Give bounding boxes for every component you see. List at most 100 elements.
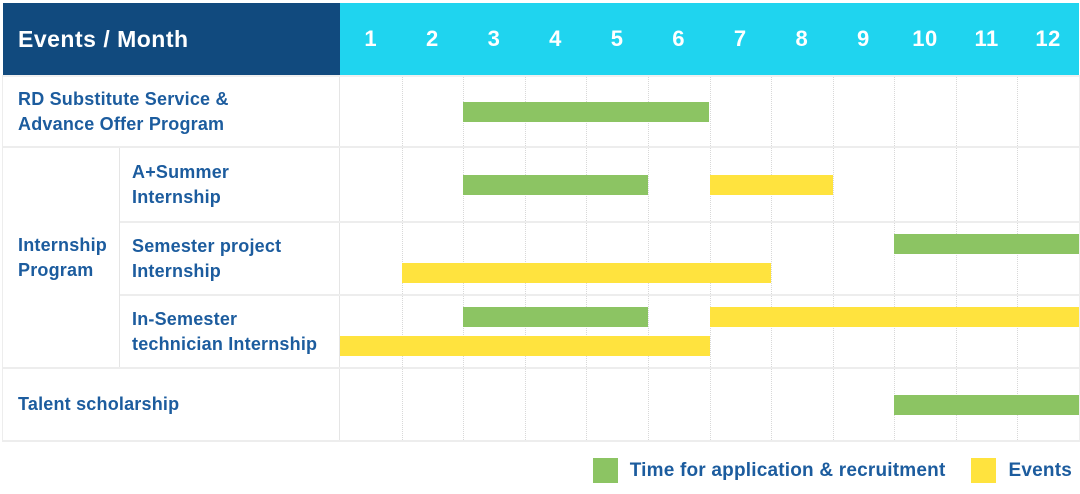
month-gridline bbox=[771, 77, 773, 146]
event-bar bbox=[401, 263, 772, 283]
row-label-line: Internship bbox=[132, 186, 222, 207]
timeline-lane bbox=[340, 101, 1079, 122]
month-gridline bbox=[771, 369, 773, 440]
legend-item-recruitment: Time for application & recruitment bbox=[592, 458, 946, 483]
month-gridline bbox=[586, 223, 588, 294]
month-header-cell: 6 bbox=[672, 26, 686, 51]
table-header-row: Events / Month 1 2 3 4 5 6 7 8 9 10 11 12 bbox=[3, 3, 1079, 75]
month-gridline bbox=[524, 369, 526, 440]
month-header-cell: 3 bbox=[487, 26, 501, 51]
row-timeline bbox=[340, 148, 1079, 221]
month-gridline bbox=[463, 223, 465, 294]
table-title: Events / Month bbox=[3, 3, 340, 75]
event-row: Semester project Internship bbox=[120, 221, 1079, 294]
group-subrows: A+Summer Internship Semester project Intern… bbox=[120, 148, 1079, 367]
row-label: RD Substitute Service & Advance Offer Pro… bbox=[3, 77, 340, 146]
row-label-line: RD Substitute Service & bbox=[18, 88, 229, 109]
event-row: A+Summer Internship bbox=[120, 148, 1079, 221]
legend-events-label: Events bbox=[1008, 459, 1072, 481]
month-gridline bbox=[1017, 296, 1019, 367]
month-gridline bbox=[586, 369, 588, 440]
row-label-line: Semester project bbox=[132, 235, 282, 256]
month-gridline bbox=[832, 296, 834, 367]
month-gridline bbox=[524, 296, 526, 367]
row-label: A+Summer Internship bbox=[120, 148, 340, 221]
month-gridline bbox=[709, 223, 711, 294]
group-row: Internship Program A+Summer Internship Semes… bbox=[3, 148, 1079, 369]
event-row: In-Semester technician Internship bbox=[120, 294, 1079, 367]
month-gridline bbox=[647, 148, 649, 221]
row-label-line: Internship bbox=[132, 260, 222, 281]
month-gridline bbox=[894, 296, 896, 367]
group-label: Internship Program bbox=[3, 148, 120, 367]
month-gridline bbox=[832, 148, 834, 221]
month-gridline bbox=[1017, 77, 1019, 146]
month-gridline bbox=[955, 77, 957, 146]
month-gridline bbox=[709, 369, 711, 440]
month-gridline bbox=[709, 296, 711, 367]
legend-recruitment-label: Time for application & recruitment bbox=[629, 459, 946, 481]
month-header-cell: 8 bbox=[795, 26, 809, 51]
timeline-lane bbox=[340, 174, 1079, 195]
month-gridline bbox=[709, 77, 711, 146]
row-label-line: Internship bbox=[18, 234, 108, 255]
month-header-cell: 11 bbox=[974, 26, 999, 51]
row-timeline bbox=[340, 77, 1079, 146]
month-gridline bbox=[894, 77, 896, 146]
month-gridline bbox=[832, 77, 834, 146]
timeline-lane bbox=[340, 336, 1079, 356]
month-header: 1 2 3 4 5 6 7 8 9 10 11 12 bbox=[340, 3, 1079, 75]
recruitment-color-swatch-icon bbox=[592, 458, 618, 483]
legend-item-events: Events bbox=[971, 458, 1072, 483]
month-gridline bbox=[955, 223, 957, 294]
month-header-cell: 10 bbox=[912, 26, 938, 51]
row-timeline bbox=[340, 223, 1079, 294]
timeline-lane bbox=[340, 394, 1079, 415]
row-label: Semester project Internship bbox=[120, 223, 340, 294]
row-label-line: In-Semester bbox=[132, 308, 238, 329]
month-gridline bbox=[524, 223, 526, 294]
month-gridline bbox=[647, 369, 649, 440]
row-timeline bbox=[340, 369, 1079, 440]
month-header-cell: 5 bbox=[610, 26, 624, 51]
event-color-swatch-icon bbox=[971, 458, 997, 483]
event-bar bbox=[709, 174, 833, 195]
month-gridline bbox=[463, 296, 465, 367]
row-label-line: Program bbox=[18, 259, 94, 280]
recruitment-bar bbox=[894, 234, 1079, 254]
month-gridline bbox=[771, 296, 773, 367]
month-header-cell: 1 bbox=[364, 26, 378, 51]
event-row: Talent scholarship bbox=[3, 369, 1079, 442]
month-header-cell: 12 bbox=[1035, 26, 1061, 51]
month-gridline bbox=[401, 369, 403, 440]
row-timeline bbox=[340, 296, 1079, 367]
row-label-line: A+Summer bbox=[132, 161, 230, 182]
event-bar bbox=[709, 307, 1079, 327]
legend: Time for application & recruitment Event… bbox=[592, 458, 1072, 483]
month-gridline bbox=[401, 223, 403, 294]
month-gridline bbox=[955, 148, 957, 221]
month-gridline bbox=[832, 369, 834, 440]
month-gridline bbox=[1017, 223, 1019, 294]
recruitment-bar bbox=[463, 174, 648, 195]
timeline-lane bbox=[340, 307, 1079, 327]
row-label-line: technician Internship bbox=[132, 333, 318, 354]
row-label-line: Talent scholarship bbox=[18, 394, 180, 414]
row-label: Talent scholarship bbox=[3, 369, 340, 440]
timeline-lane bbox=[340, 263, 1079, 283]
event-bar bbox=[340, 336, 710, 356]
table-body: RD Substitute Service & Advance Offer Pro… bbox=[3, 75, 1079, 442]
month-gridline bbox=[771, 223, 773, 294]
timeline-lane bbox=[340, 234, 1079, 254]
events-month-table: Events / Month 1 2 3 4 5 6 7 8 9 10 11 12 RD Substi… bbox=[3, 3, 1079, 442]
month-gridline bbox=[894, 148, 896, 221]
row-label: In-Semester technician Internship bbox=[120, 296, 340, 367]
month-header-cell: 2 bbox=[425, 26, 439, 51]
month-gridline bbox=[401, 77, 403, 146]
month-gridline bbox=[894, 223, 896, 294]
month-gridline bbox=[647, 296, 649, 367]
month-gridline bbox=[586, 296, 588, 367]
month-gridline bbox=[401, 296, 403, 367]
month-gridline bbox=[463, 369, 465, 440]
month-header-cell: 7 bbox=[733, 26, 747, 51]
